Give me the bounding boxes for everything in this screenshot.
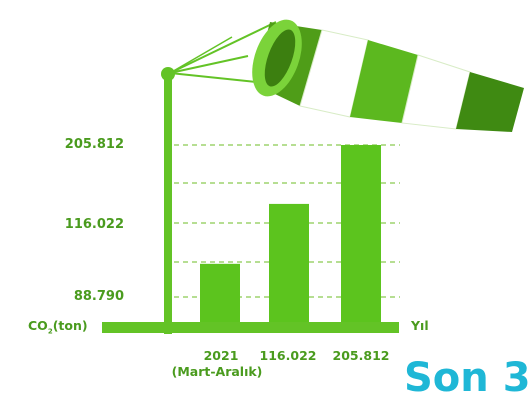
y-tick-label: 116.022 [64,217,124,232]
x-tick-label: 205.812 [332,348,390,363]
corner-heading: Son 3 [404,355,529,401]
y-tick-label: 88.790 [73,289,124,304]
windsock-chart [102,19,524,334]
bars [200,145,381,322]
y-tick-label: 205.812 [64,137,124,152]
bar-2 [269,203,309,322]
x-axis-baseline [102,322,399,333]
x-tick-note: (Mart-Aralık) [171,364,263,379]
x-tick-label: 2021 [203,348,239,363]
bar-1 [200,263,240,322]
y-axis-label: CO2(ton) [28,318,88,336]
windsock-icon [161,19,524,334]
x-tick-label: 116.022 [259,348,317,363]
bar-3 [341,145,381,322]
x-axis-label: Yıl [411,318,429,333]
